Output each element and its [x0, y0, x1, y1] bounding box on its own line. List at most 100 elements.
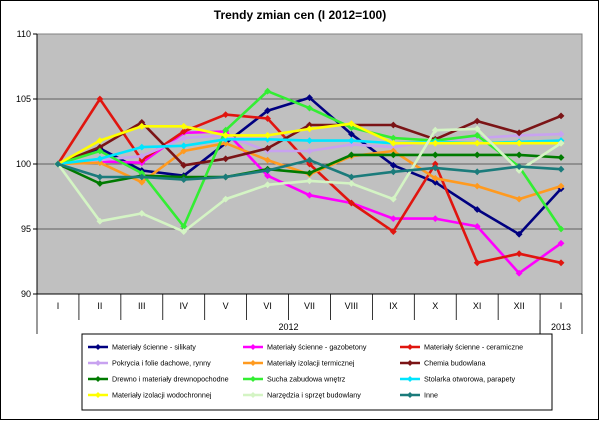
data-point [264, 135, 271, 143]
data-point [138, 169, 146, 177]
data-point [389, 147, 397, 155]
data-point [222, 155, 230, 163]
data-point [389, 195, 397, 203]
legend-label: Inne [424, 391, 438, 400]
data-point [431, 160, 439, 168]
legend-item: Materiały izolacji termicznej [243, 359, 355, 368]
data-point [264, 107, 271, 115]
legend-label: Pokrycia i folie dachowe, rynny [112, 359, 211, 368]
data-point [557, 239, 565, 247]
data-point [431, 139, 439, 147]
x-tick-label: V [223, 301, 229, 311]
data-point [515, 163, 523, 170]
data-point [96, 95, 104, 103]
data-point [264, 167, 271, 174]
data-point [348, 141, 355, 148]
data-point [515, 250, 523, 258]
legend-label: Chemia budowlana [424, 359, 486, 368]
data-point [54, 160, 62, 168]
data-point [222, 135, 230, 143]
data-point [180, 142, 188, 150]
data-point [222, 173, 230, 181]
data-point [180, 228, 188, 235]
legend-item: Sucha zabudowa wnętrz [243, 375, 346, 384]
data-point [557, 154, 565, 161]
data-point [96, 155, 104, 163]
data-point [180, 134, 188, 142]
legend-item: Narzędzia i sprzęt budowlany [243, 391, 361, 400]
data-point [389, 139, 397, 147]
legend-swatch-marker [95, 344, 101, 350]
data-point [96, 180, 104, 187]
data-point [264, 87, 271, 95]
legend-swatch-marker [250, 360, 256, 366]
legend-item: Stolarka otworowa, parapety [400, 375, 515, 384]
data-point [431, 151, 439, 159]
data-point [473, 168, 481, 176]
series-group [54, 87, 565, 277]
data-point [348, 130, 355, 138]
legend-swatch-marker [95, 360, 101, 366]
legend-swatch-marker [250, 376, 256, 382]
legend-swatch-marker [407, 392, 413, 398]
y-axis: 90 95 100 105 110 [16, 29, 38, 299]
data-point [389, 228, 397, 235]
legend-item: Drewno i materiały drewnopochodne [88, 375, 229, 384]
data-point [138, 143, 146, 151]
legend-swatch-marker [95, 392, 101, 398]
data-point [222, 139, 230, 147]
data-point [306, 156, 313, 164]
data-point [473, 139, 481, 147]
data-point [557, 225, 565, 233]
data-point [264, 115, 271, 122]
data-point [180, 147, 188, 155]
data-point [473, 182, 481, 190]
data-point [180, 176, 188, 183]
x-tick-label: III [138, 301, 146, 311]
chart-title: Trendy zmian cen (I 2012=100) [214, 8, 386, 22]
data-point [515, 269, 523, 277]
data-point [222, 111, 230, 118]
legend-item: Pokrycia i folie dachowe, rynny [88, 359, 211, 368]
data-point [473, 132, 481, 139]
legend-label: Drewno i materiały drewnopochodne [112, 375, 229, 384]
y-tick-label: 90 [21, 289, 31, 299]
legend-item: Inne [400, 391, 438, 400]
data-point [515, 151, 523, 159]
data-point [222, 195, 230, 203]
data-point [222, 126, 230, 134]
data-point [96, 217, 104, 225]
data-point [96, 137, 104, 144]
x-tick-label: VIII [345, 301, 359, 311]
data-point [515, 230, 523, 238]
x-tick-label: IX [389, 301, 398, 311]
data-point [473, 259, 481, 267]
legend-label: Stolarka otworowa, parapety [424, 375, 515, 384]
data-point [557, 165, 565, 173]
legend-swatch-marker [407, 376, 413, 382]
data-point [264, 172, 271, 180]
data-point [389, 151, 397, 159]
data-point [473, 206, 481, 213]
data-point [431, 164, 439, 172]
legend [81, 333, 553, 411]
data-point [431, 126, 439, 134]
x-tick-label: XII [514, 301, 525, 311]
x-tick-label: VI [263, 301, 272, 311]
data-point [557, 259, 565, 267]
data-point [473, 223, 481, 230]
data-point [515, 129, 523, 137]
data-point [96, 143, 104, 151]
data-point [306, 94, 313, 102]
legend-label: Materiały izolacji termicznej [267, 359, 355, 368]
legend-label: Materiały ścienne - ceramiczne [424, 343, 523, 352]
legend-item: Materiały ścienne - silikaty [88, 343, 196, 352]
data-point [515, 195, 523, 203]
x-tick-label: VII [304, 301, 315, 311]
data-point [389, 143, 397, 151]
legend-swatch-marker [95, 376, 101, 382]
data-point [96, 173, 104, 181]
data-point [138, 173, 146, 181]
